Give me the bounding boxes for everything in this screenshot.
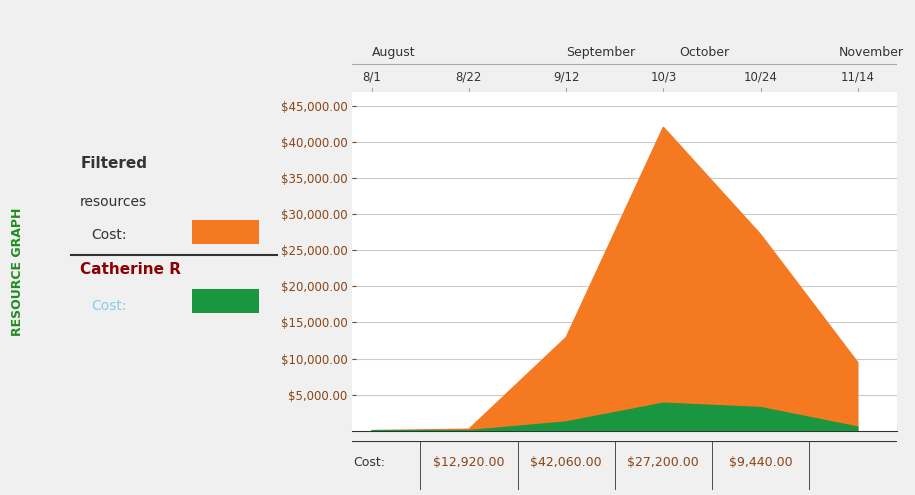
Text: September: September bbox=[566, 46, 635, 59]
Text: RESOURCE GRAPH: RESOURCE GRAPH bbox=[11, 208, 24, 337]
Text: 11/14: 11/14 bbox=[841, 71, 875, 84]
Text: 10/3: 10/3 bbox=[651, 71, 676, 84]
FancyBboxPatch shape bbox=[192, 220, 260, 244]
Text: $12,920.00: $12,920.00 bbox=[433, 456, 505, 469]
Text: resources: resources bbox=[81, 195, 147, 209]
Polygon shape bbox=[371, 403, 858, 431]
Text: November: November bbox=[838, 46, 903, 59]
Text: Cost:: Cost: bbox=[353, 456, 385, 469]
Text: Cost:: Cost: bbox=[92, 299, 127, 313]
Text: 8/22: 8/22 bbox=[456, 71, 482, 84]
Text: 8/1: 8/1 bbox=[362, 71, 382, 84]
Text: October: October bbox=[680, 46, 729, 59]
Text: 9/12: 9/12 bbox=[553, 71, 579, 84]
Text: Filtered: Filtered bbox=[81, 155, 147, 171]
FancyBboxPatch shape bbox=[192, 289, 260, 313]
Text: $42,060.00: $42,060.00 bbox=[531, 456, 602, 469]
Text: $27,200.00: $27,200.00 bbox=[628, 456, 699, 469]
Text: August: August bbox=[371, 46, 415, 59]
Text: Catherine R: Catherine R bbox=[81, 262, 181, 277]
Polygon shape bbox=[371, 127, 858, 431]
Text: $9,440.00: $9,440.00 bbox=[728, 456, 792, 469]
Text: Cost:: Cost: bbox=[92, 228, 127, 243]
Text: 10/24: 10/24 bbox=[744, 71, 778, 84]
